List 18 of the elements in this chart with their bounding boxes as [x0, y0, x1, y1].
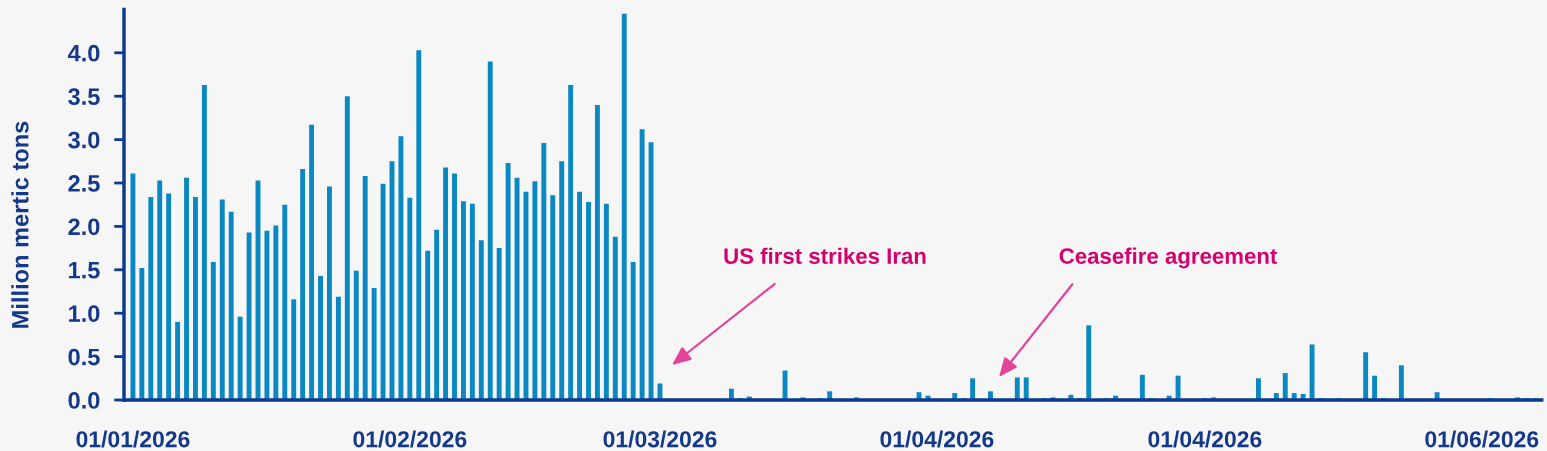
- x-tick-label: 01/04/2026: [880, 430, 994, 448]
- y-axis-title: Million mertic tons: [11, 121, 29, 328]
- x-tick-label: 01/03/2026: [603, 430, 717, 448]
- y-tick-label: 2.0: [68, 218, 100, 236]
- y-tick-label: 4.0: [67, 44, 100, 62]
- annotation: US first strikes Iran: [724, 247, 926, 264]
- x-tick-label: 01/01/2026: [76, 430, 190, 448]
- y-tick-label: 1.0: [69, 305, 100, 322]
- y-tick-label: 2.5: [68, 175, 100, 192]
- x-tick-label: 01/02/2026: [353, 430, 467, 448]
- y-tick-label: 0.0: [68, 392, 100, 409]
- annotation: Ceasefire agreement: [1059, 247, 1278, 269]
- x-tick-label: 01/04/2026: [1148, 430, 1262, 448]
- y-tick-label: 3.5: [68, 88, 100, 106]
- y-tick-label: 3.0: [68, 131, 100, 149]
- x-tick-label: 01/06/2026: [1425, 430, 1539, 448]
- y-tick-label: 0.5: [68, 348, 100, 366]
- y-tick-label: 1.5: [69, 262, 100, 279]
